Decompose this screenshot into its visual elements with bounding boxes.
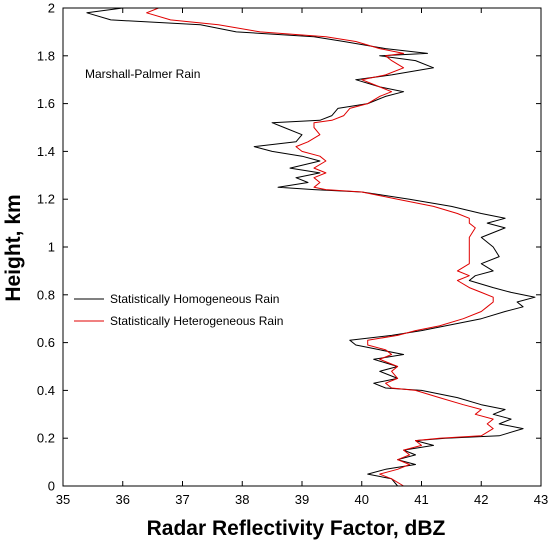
- y-tick-label: 0.6: [37, 335, 55, 350]
- x-tick-label: 43: [534, 492, 548, 507]
- x-tick-label: 38: [235, 492, 249, 507]
- y-tick-label: 1.6: [37, 96, 55, 111]
- y-tick-label: 1.4: [37, 144, 55, 159]
- y-tick-label: 0.4: [37, 383, 55, 398]
- chart-annotation: Marshall-Palmer Rain: [85, 67, 200, 81]
- x-tick-label: 41: [414, 492, 428, 507]
- x-tick-label: 37: [175, 492, 189, 507]
- x-tick-label: 36: [116, 492, 130, 507]
- x-tick-label: 40: [355, 492, 369, 507]
- series-line-homogeneous: [86, 7, 536, 487]
- x-tick-label: 42: [474, 492, 488, 507]
- y-axis: 0 0.2 0.4 0.6 0.8 1 1.2 1.4 1.6 1.8 2: [37, 1, 541, 494]
- y-tick-label: 0: [48, 479, 55, 494]
- y-tick-label: 1.2: [37, 192, 55, 207]
- legend-label: Statistically Heterogeneous Rain: [110, 314, 283, 328]
- x-tick-label: 39: [295, 492, 309, 507]
- legend-label: Statistically Homogeneous Rain: [110, 292, 279, 306]
- y-axis-title: Height, km: [2, 194, 25, 301]
- x-axis-title: Radar Reflectivity Factor, dBZ: [147, 517, 446, 540]
- y-tick-label: 2: [48, 1, 55, 16]
- y-tick-label: 0.8: [37, 287, 55, 302]
- x-tick-label: 35: [56, 492, 70, 507]
- y-tick-label: 0.2: [37, 431, 55, 446]
- y-tick-label: 1: [48, 240, 55, 255]
- y-tick-label: 1.8: [37, 48, 55, 63]
- series-line-heterogeneous: [146, 7, 494, 487]
- x-axis: 35 36 37 38 39 40 41 42 43: [56, 8, 548, 507]
- legend: Statistically Homogeneous Rain Statistica…: [74, 292, 283, 328]
- series-layer: [86, 7, 536, 487]
